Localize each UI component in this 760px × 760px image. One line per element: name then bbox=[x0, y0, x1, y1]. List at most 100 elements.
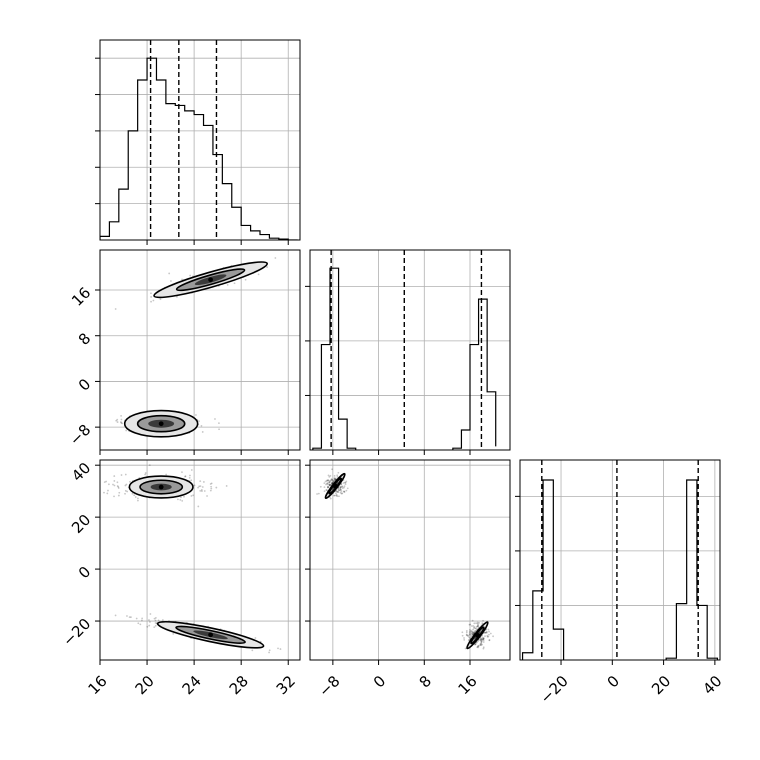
scatter-point bbox=[469, 630, 472, 633]
scatter-point bbox=[328, 484, 331, 486]
scatter-point bbox=[465, 633, 468, 636]
scatter-point bbox=[331, 468, 333, 471]
scatter-point bbox=[487, 628, 490, 631]
scatter-point bbox=[479, 637, 482, 640]
scatter-point bbox=[472, 631, 475, 634]
scatter-point bbox=[161, 619, 164, 621]
scatter-point bbox=[199, 485, 202, 488]
scatter-point bbox=[120, 414, 123, 417]
scatter-point bbox=[477, 623, 480, 626]
scatter-point bbox=[130, 616, 132, 619]
scatter-point bbox=[330, 479, 332, 482]
scatter-point bbox=[477, 625, 480, 628]
scatter-point bbox=[133, 494, 136, 497]
x-tick-label: 0 bbox=[604, 672, 623, 691]
scatter-point bbox=[124, 492, 126, 495]
histogram-step bbox=[100, 57, 298, 240]
scatter-point bbox=[340, 492, 343, 495]
scatter-point bbox=[485, 630, 488, 633]
scatter-point bbox=[341, 492, 344, 495]
panel-hist-r1c1 bbox=[305, 249, 511, 455]
scatter-point bbox=[481, 622, 484, 625]
scatter-point bbox=[481, 636, 484, 639]
scatter-point bbox=[126, 615, 128, 617]
scatter-point bbox=[233, 282, 236, 285]
scatter-point bbox=[465, 631, 468, 634]
scatter-point bbox=[333, 479, 336, 481]
panel-content bbox=[316, 468, 494, 650]
scatter-point bbox=[339, 486, 342, 489]
scatter-point bbox=[329, 474, 332, 477]
scatter-point bbox=[277, 647, 279, 650]
scatter-point bbox=[339, 488, 342, 491]
scatter-point bbox=[482, 637, 485, 640]
scatter-point bbox=[473, 626, 476, 628]
scatter-point bbox=[317, 492, 320, 495]
scatter-point bbox=[342, 482, 345, 484]
scatter-point bbox=[489, 632, 492, 635]
scatter-point bbox=[339, 491, 342, 494]
scatter-point bbox=[488, 630, 490, 633]
scatter-point bbox=[177, 498, 179, 501]
scatter-point bbox=[266, 266, 269, 268]
scatter-point bbox=[487, 635, 490, 638]
panel-frame bbox=[99, 459, 301, 661]
scatter-point bbox=[468, 623, 471, 626]
scatter-point bbox=[337, 489, 340, 492]
scatter-point bbox=[113, 495, 115, 498]
scatter-point bbox=[323, 490, 326, 493]
scatter-point bbox=[327, 485, 329, 488]
scatter-point bbox=[477, 646, 480, 649]
y-tick-label: 16 bbox=[68, 284, 94, 310]
y-tick-label: −20 bbox=[59, 615, 94, 650]
scatter-point bbox=[346, 487, 349, 490]
scatter-point bbox=[345, 489, 348, 492]
scatter-point bbox=[153, 617, 156, 620]
scatter-point bbox=[485, 631, 488, 634]
scatter-point bbox=[482, 639, 485, 642]
scatter-point bbox=[124, 484, 127, 487]
scatter-point bbox=[114, 308, 117, 310]
scatter-point bbox=[119, 421, 122, 423]
scatter-point bbox=[188, 477, 191, 479]
x-tick-label: 28 bbox=[226, 672, 252, 698]
scatter-point bbox=[336, 491, 339, 493]
scatter-point bbox=[316, 493, 318, 495]
scatter-point bbox=[340, 490, 343, 492]
scatter-point bbox=[477, 645, 480, 647]
scatter-point bbox=[135, 617, 138, 620]
scatter-point bbox=[103, 491, 105, 494]
scatter-point bbox=[343, 485, 346, 488]
scatter-point bbox=[335, 494, 338, 497]
x-tick-label: 24 bbox=[179, 672, 205, 698]
scatter-point bbox=[465, 629, 468, 632]
scatter-point bbox=[337, 471, 340, 474]
scatter-point bbox=[181, 499, 184, 502]
scatter-point bbox=[475, 625, 478, 628]
scatter-point bbox=[478, 639, 480, 642]
scatter-point bbox=[483, 631, 486, 634]
scatter-point bbox=[339, 486, 342, 488]
scatter-point bbox=[134, 496, 137, 498]
panel-hist-r2c2 bbox=[515, 459, 721, 665]
scatter-point bbox=[179, 498, 182, 501]
scatter-point bbox=[328, 484, 331, 487]
scatter-point bbox=[327, 474, 330, 477]
scatter-point bbox=[139, 623, 142, 626]
scatter-point bbox=[329, 480, 332, 482]
scatter-point bbox=[343, 486, 345, 489]
scatter-point bbox=[131, 492, 134, 495]
scatter-point bbox=[344, 481, 347, 484]
scatter-point bbox=[339, 488, 342, 491]
scatter-point bbox=[461, 634, 464, 637]
scatter-point bbox=[482, 637, 485, 639]
scatter-point bbox=[197, 505, 200, 508]
scatter-point bbox=[159, 298, 162, 301]
tick-marks bbox=[95, 289, 289, 455]
scatter-point bbox=[201, 490, 203, 493]
scatter-point bbox=[307, 656, 309, 658]
scatter-point bbox=[329, 484, 331, 487]
scatter-point bbox=[327, 486, 330, 488]
scatter-point bbox=[469, 633, 472, 636]
scatter-point bbox=[476, 621, 479, 624]
